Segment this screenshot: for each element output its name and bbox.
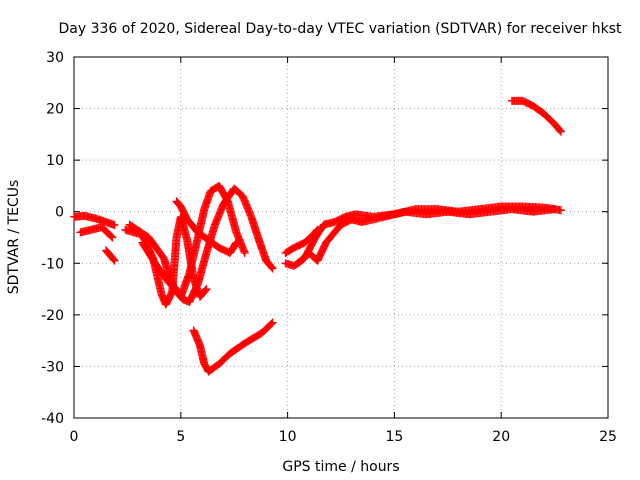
series-track-1 [70, 211, 119, 230]
x-tick-labels: 0 5 10 15 20 25 [70, 429, 617, 445]
data-point [556, 126, 565, 135]
y-tick-label: 10 [46, 153, 64, 169]
y-axis-label: SDTVAR / TECUs [6, 180, 22, 295]
data-point [550, 205, 559, 214]
y-tick-labels: -40 -30 -20 -10 0 10 20 30 [41, 50, 64, 427]
data-point [268, 318, 277, 327]
y-tick-label: -10 [41, 256, 64, 272]
axis-ticks [73, 56, 609, 419]
data-point [267, 263, 276, 272]
data-point [231, 239, 240, 248]
series-track-8 [189, 318, 277, 376]
y-tick-label: -20 [41, 308, 64, 324]
x-tick-label: 25 [599, 429, 617, 445]
plot-frame [73, 56, 609, 419]
data-point [240, 248, 249, 257]
grid [74, 57, 608, 418]
data-point [557, 127, 566, 136]
chart-title: Day 336 of 2020, Sidereal Day-to-day VTE… [59, 21, 622, 37]
data-point [268, 264, 277, 273]
data-point [267, 319, 276, 328]
y-tick-label: -40 [41, 411, 64, 427]
data-point [557, 206, 566, 215]
data-point [108, 233, 117, 242]
data-point [107, 232, 116, 241]
x-axis-label: GPS time / hours [282, 459, 399, 475]
series-track-3 [102, 246, 119, 265]
series-track-6 [138, 184, 277, 306]
x-tick-label: 20 [492, 429, 510, 445]
data-point [201, 286, 210, 295]
x-tick-label: 5 [176, 429, 185, 445]
y-tick-label: 0 [55, 205, 64, 221]
data-point [232, 238, 241, 247]
series-track-2 [76, 223, 117, 242]
data-point [109, 255, 118, 264]
series-track-11 [294, 205, 559, 268]
x-tick-label: 15 [385, 429, 403, 445]
y-tick-label: 30 [46, 50, 64, 66]
data-point [110, 256, 119, 265]
y-tick-label: -30 [41, 359, 64, 375]
data-point [110, 221, 119, 230]
data-point [202, 285, 211, 294]
y-tick-label: 20 [46, 102, 64, 118]
x-tick-label: 10 [279, 429, 297, 445]
series-track-7 [172, 197, 241, 257]
data-marks [70, 96, 566, 376]
series-track-12 [507, 96, 566, 136]
x-tick-label: 0 [70, 429, 79, 445]
